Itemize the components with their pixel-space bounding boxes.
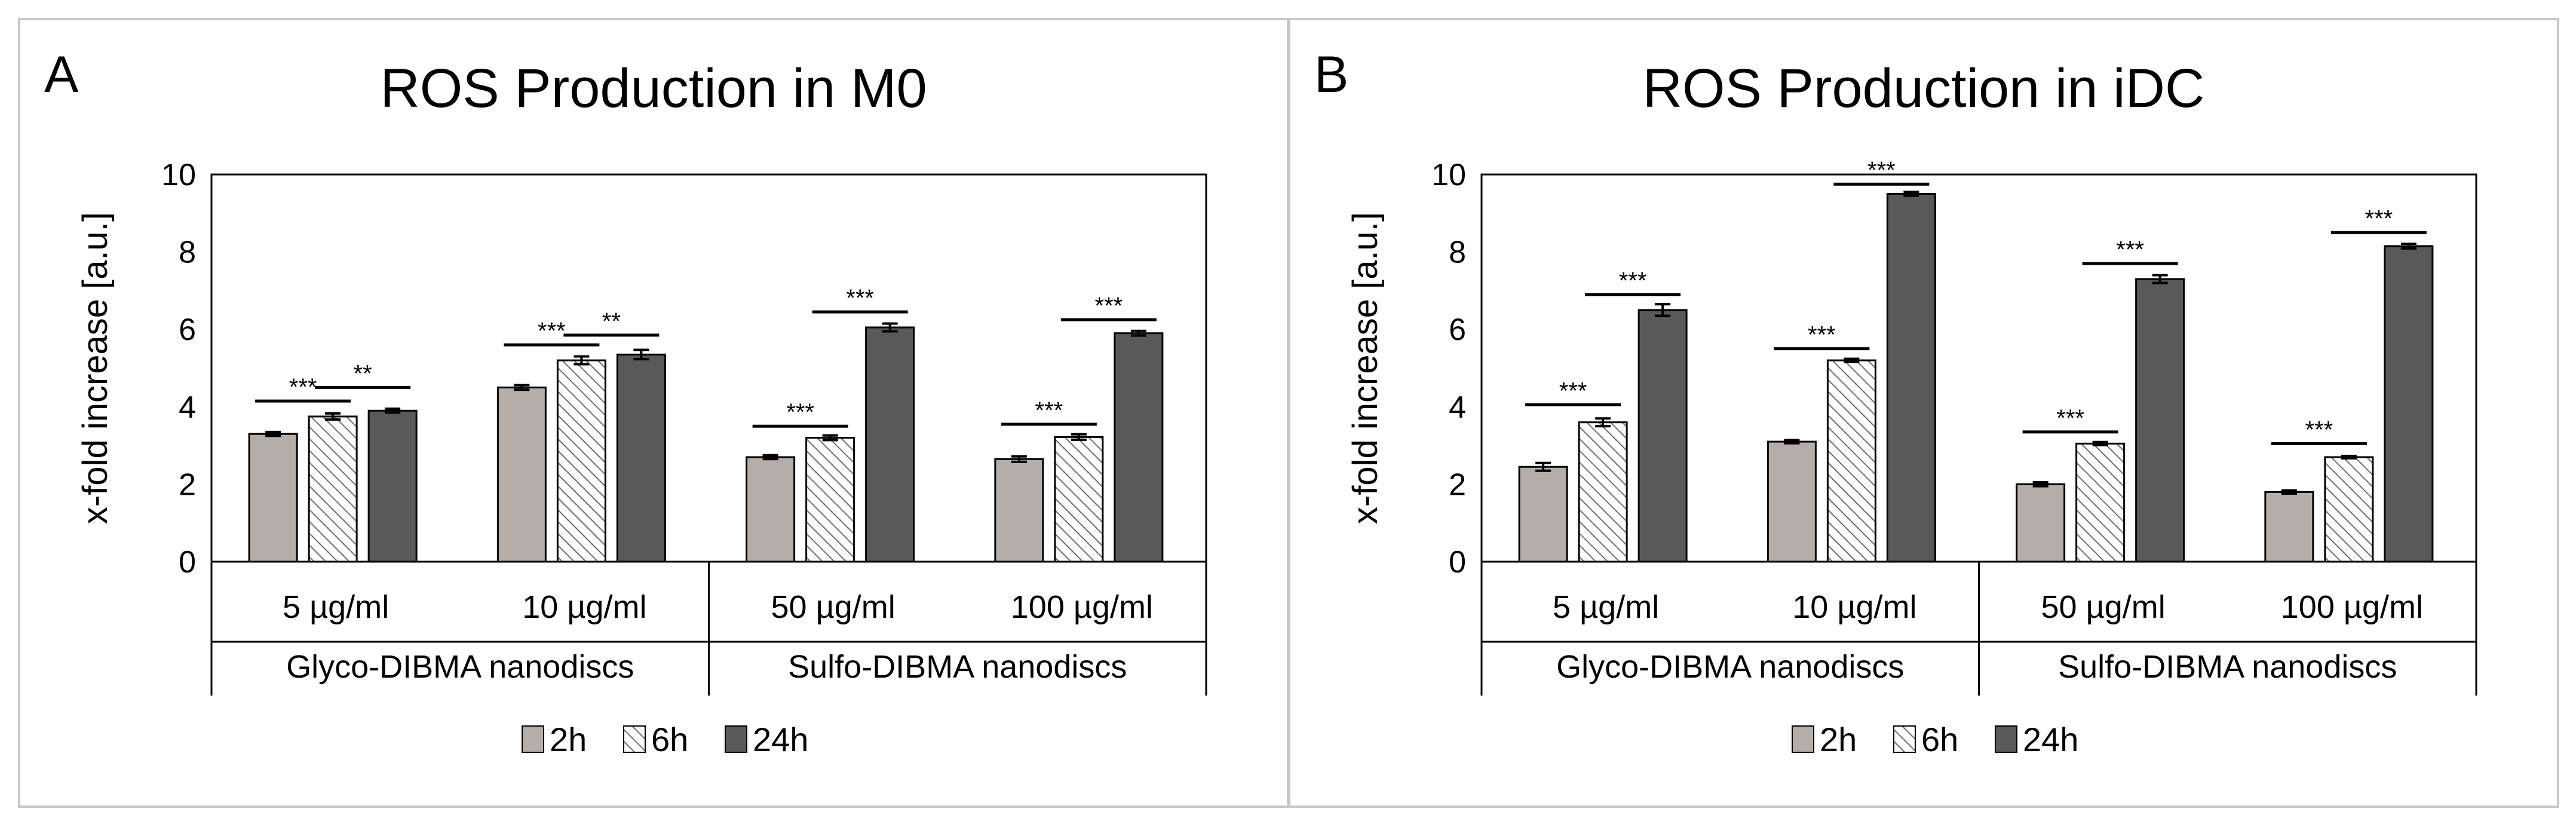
- chart-a-y-tick-label: 6: [179, 313, 196, 347]
- chart-b-category-label: 50 µg/ml: [2041, 589, 2166, 625]
- chart-b-title: ROS Production in iDC: [1643, 58, 2205, 119]
- chart-b-bar-24h: [1886, 192, 1936, 563]
- chart-b-category-label: 5 µg/ml: [1553, 589, 1659, 625]
- chart-b-y-tick-label: 6: [1449, 313, 1466, 347]
- chart-b-bar-2h: [1518, 465, 1568, 563]
- chart-a-y-tick-label: 2: [179, 467, 196, 502]
- chart-b-bar-24h: [2135, 278, 2185, 563]
- chart-a-panel-letter: A: [44, 46, 79, 103]
- chart-a-legend-label: 2h: [550, 721, 587, 758]
- chart-a-bar-6h: [1054, 436, 1104, 563]
- chart-a-bar-6h: [556, 359, 606, 563]
- chart-a-y-axis-label: x-fold increase [a.u.]: [76, 212, 115, 524]
- chart-a-y-tick-label: 10: [161, 158, 196, 192]
- chart-b-bar-2h: [2016, 483, 2066, 563]
- chart-b-significance-label: ***: [1808, 322, 1836, 348]
- chart-b-group-label: Sulfo-DIBMA nanodiscs: [2058, 649, 2397, 685]
- chart-a-legend-label: 24h: [753, 721, 808, 758]
- chart-b-bar-6h: [2075, 442, 2126, 563]
- chart-a-bar-24h: [1114, 332, 1164, 563]
- chart-b-y-axis-label: x-fold increase [a.u.]: [1346, 212, 1385, 524]
- chart-panel-b: B ROS Production in iDC 0 2 4 6 8 10 x-fold incr…: [1288, 18, 2559, 808]
- chart-b-panel-letter: B: [1314, 46, 1348, 103]
- chart-b-category-label: 10 µg/ml: [1792, 589, 1916, 625]
- chart-b-significance-label: ***: [2116, 237, 2144, 263]
- chart-b-y-tick-label: 2: [1449, 467, 1466, 502]
- chart-b-bar-2h: [1767, 440, 1817, 563]
- chart-a-bar-6h: [805, 437, 855, 563]
- chart-a-significance-label: **: [602, 308, 621, 335]
- chart-b-bar-6h: [1578, 421, 1628, 563]
- chart-b-bar-24h: [1637, 309, 1688, 563]
- chart-a-significance-label: ***: [1095, 293, 1123, 319]
- chart-a-y-tick-label: 0: [179, 545, 196, 580]
- chart-a-y-tick-label: 4: [179, 390, 196, 425]
- chart-b-legend-swatch-6h: [1893, 725, 1916, 753]
- chart-a-category-label: 100 µg/ml: [1011, 589, 1153, 625]
- chart-a-significance-label: ***: [1035, 397, 1063, 424]
- chart-a-bar-6h: [308, 415, 358, 563]
- chart-a-group-label: Sulfo-DIBMA nanodiscs: [788, 649, 1127, 685]
- chart-a-bar-2h: [994, 458, 1044, 563]
- chart-b-significance-label: ***: [1867, 157, 1896, 183]
- chart-a-legend-label: 6h: [651, 721, 688, 758]
- chart-a-y-tick-label: 8: [179, 235, 196, 270]
- chart-a-category-label: 5 µg/ml: [283, 589, 389, 625]
- chart-b-y-tick-label: 10: [1431, 158, 1466, 192]
- chart-a-significance-label: ***: [846, 285, 874, 311]
- chart-a-bar-24h: [616, 353, 666, 563]
- chart-a-legend-swatch-6h: [623, 725, 646, 753]
- chart-a-significance-label: ***: [786, 399, 814, 425]
- chart-b-significance-label: ***: [1559, 378, 1587, 405]
- chart-a-bar-24h: [367, 409, 418, 563]
- chart-a-category-label: 10 µg/ml: [522, 589, 646, 625]
- chart-b-legend-label: 24h: [2023, 721, 2078, 758]
- chart-a-bar-2h: [248, 433, 298, 563]
- chart-b-group-label: Glyco-DIBMA nanodiscs: [1556, 649, 1904, 685]
- chart-b-significance-label: ***: [2056, 405, 2084, 431]
- chart-b-bar-6h: [2324, 456, 2374, 563]
- chart-a-legend-swatch-2h: [522, 725, 544, 753]
- chart-b-legend-label: 2h: [1820, 721, 1857, 758]
- chart-a-bar-2h: [496, 386, 547, 563]
- chart-b-significance-label: ***: [2365, 206, 2393, 232]
- chart-b-bar-6h: [1826, 359, 1876, 563]
- chart-b-legend-swatch-24h: [1995, 725, 2017, 753]
- chart-a-bar-2h: [746, 456, 796, 563]
- chart-a-significance-label: **: [354, 360, 372, 387]
- chart-a-group-label: Glyco-DIBMA nanodiscs: [286, 649, 634, 685]
- chart-b-bar-2h: [2264, 491, 2314, 563]
- chart-b-legend-label: 6h: [1921, 721, 1958, 758]
- chart-a-legend-swatch-24h: [725, 725, 747, 753]
- chart-a-significance-label: ***: [289, 374, 317, 400]
- chart-b-svg: B ROS Production in iDC 0 2 4 6 8 10 x-fold incr…: [1314, 46, 2477, 758]
- chart-b-legend-swatch-2h: [1792, 725, 1814, 753]
- chart-b-y-tick-label: 0: [1449, 545, 1466, 580]
- chart-a-title: ROS Production in M0: [380, 58, 927, 119]
- chart-a-category-label: 50 µg/ml: [771, 589, 896, 625]
- chart-a-svg: A ROS Production in M0 0 2 4 6 8 10 x-fold incre…: [44, 46, 1207, 758]
- chart-b-bar-24h: [2384, 245, 2434, 563]
- chart-b-y-tick-label: 8: [1449, 235, 1466, 270]
- chart-b-significance-label: ***: [2305, 416, 2333, 443]
- chart-b-significance-label: ***: [1619, 268, 1647, 294]
- chart-b-category-label: 100 µg/ml: [2281, 589, 2423, 625]
- chart-panel-a: A ROS Production in M0 0 2 4 6 8 10 x-fold incre…: [18, 18, 1289, 808]
- chart-b-y-tick-label: 4: [1449, 390, 1466, 425]
- chart-a-bar-24h: [865, 326, 915, 563]
- chart-a-significance-label: ***: [538, 318, 566, 344]
